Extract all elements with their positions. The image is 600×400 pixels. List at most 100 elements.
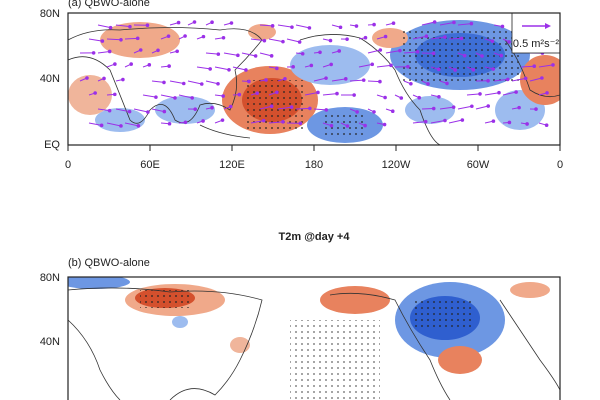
- vector: [151, 108, 165, 113]
- vector: [448, 119, 463, 124]
- vector-head: [486, 79, 490, 83]
- vector-head: [431, 51, 436, 56]
- vector-head: [121, 77, 125, 82]
- vector-head: [517, 105, 521, 110]
- vector-head: [415, 50, 420, 54]
- vector-head: [437, 94, 441, 99]
- vector-head: [300, 51, 305, 56]
- vector-head: [281, 39, 285, 44]
- vector: [160, 94, 176, 99]
- vector: [502, 91, 517, 96]
- vector-head: [129, 62, 133, 66]
- vector-head: [486, 104, 491, 108]
- vector-head: [229, 21, 234, 25]
- vector-head: [166, 34, 171, 38]
- vector-head: [236, 53, 240, 58]
- vector-head: [108, 25, 113, 30]
- vector: [295, 24, 310, 29]
- vector: [313, 77, 327, 82]
- vector-head: [345, 124, 350, 128]
- vector-head: [283, 76, 287, 81]
- vector: [106, 38, 121, 41]
- vector-head: [329, 123, 334, 128]
- vector: [133, 108, 148, 113]
- vector-head: [432, 20, 437, 24]
- wave-activity-vectors: [79, 20, 555, 128]
- vector-head: [551, 63, 555, 67]
- vector: [241, 52, 256, 57]
- vector: [124, 37, 138, 40]
- vector: [106, 122, 122, 127]
- vector-head: [417, 95, 422, 100]
- vector-head: [208, 67, 212, 71]
- vector-head: [480, 54, 484, 58]
- vector-head: [478, 92, 482, 96]
- vector: [259, 105, 272, 110]
- vector: [205, 80, 219, 85]
- vector-head: [505, 77, 510, 82]
- lat-label: 40N: [40, 336, 60, 348]
- vector: [232, 66, 247, 71]
- vector-head: [363, 123, 367, 128]
- vector-head: [146, 110, 150, 114]
- vector: [205, 52, 219, 55]
- vector-head: [390, 109, 395, 114]
- vector-head: [354, 24, 359, 28]
- anomaly-shading: [68, 20, 560, 143]
- vector-head: [382, 122, 387, 127]
- vector: [493, 78, 508, 82]
- vector: [376, 64, 392, 68]
- vector-head: [532, 64, 537, 69]
- vector-head: [190, 96, 194, 100]
- vector: [358, 63, 373, 68]
- vector-head: [199, 82, 204, 86]
- panel-label: (a) QBWO-alone: [68, 0, 150, 9]
- vector: [286, 38, 300, 43]
- vector-head: [119, 38, 123, 42]
- vector-head: [216, 81, 220, 86]
- vector: [151, 80, 165, 83]
- lon-label: 60E: [140, 159, 160, 171]
- vector-head: [525, 122, 529, 126]
- vector: [97, 24, 111, 29]
- vector: [412, 121, 426, 124]
- vector-head: [471, 68, 476, 72]
- vector-head: [228, 104, 233, 109]
- vector-head: [383, 95, 387, 100]
- vector-head: [221, 35, 226, 40]
- anomaly-shading: [68, 277, 550, 400]
- vector-head: [135, 36, 140, 41]
- vector: [259, 24, 273, 27]
- lon-label: 120E: [219, 159, 245, 171]
- vector: [466, 93, 481, 96]
- vector: [223, 52, 238, 56]
- vector-head: [175, 49, 179, 54]
- vector-head: [227, 67, 231, 72]
- vector: [385, 50, 400, 54]
- vector-head: [445, 81, 449, 86]
- lon-label: 0: [557, 159, 563, 171]
- vector-head: [112, 92, 117, 97]
- vector-head: [156, 48, 160, 53]
- vector-head: [423, 119, 428, 124]
- vector: [421, 21, 435, 26]
- vector-head: [107, 108, 112, 113]
- vector: [169, 80, 184, 84]
- vector-head: [167, 64, 171, 68]
- vector-head: [237, 92, 242, 97]
- vector: [484, 92, 500, 96]
- vector-head: [363, 35, 368, 40]
- vector-head: [193, 107, 198, 111]
- vector: [457, 105, 472, 110]
- vector-head: [406, 64, 410, 69]
- vector-head: [469, 21, 474, 26]
- vector-head: [514, 90, 518, 94]
- vector-head: [443, 35, 447, 39]
- vector-head: [176, 20, 181, 25]
- vector-head: [262, 38, 267, 43]
- vector: [331, 78, 346, 82]
- vector-head: [497, 90, 501, 95]
- vector-head: [181, 81, 186, 86]
- vector-head: [102, 76, 106, 81]
- vector: [448, 37, 462, 40]
